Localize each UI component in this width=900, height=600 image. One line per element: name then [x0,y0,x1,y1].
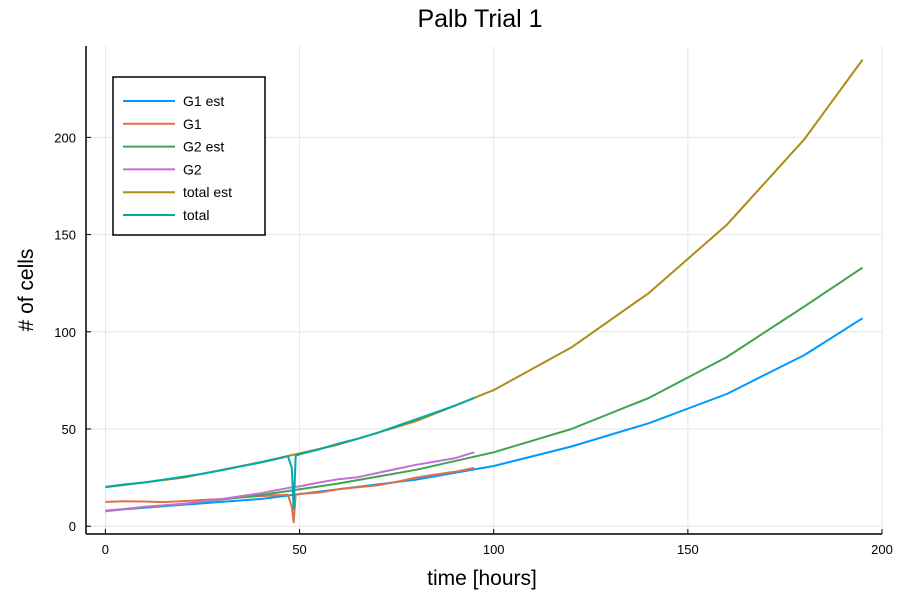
series-line-g2 [105,451,475,513]
legend-label-g1-est: G1 est [183,93,224,109]
series-line-g1 [105,466,475,524]
x-tick-label: 150 [677,542,699,557]
series-line-g1-est [105,317,864,512]
chart-title: Palb Trial 1 [417,5,542,33]
series-line-total [105,396,475,510]
legend-label-total: total [183,207,209,223]
y-axis-title: # of cells [15,249,38,332]
x-axis-title: time [hours] [427,567,537,590]
legend-label-g1: G1 [183,116,202,132]
y-tick-label: 100 [54,325,76,340]
legend-label-g2-est: G2 est [183,139,224,155]
x-tick-label: 200 [871,542,893,557]
x-tick-label: 100 [483,542,505,557]
series-layer [105,59,864,524]
legend-label-g2: G2 [183,161,202,177]
y-tick-label: 50 [62,422,76,437]
y-tick-label: 0 [69,519,76,534]
grid [86,46,883,534]
legend-label-total-est: total est [183,184,232,200]
axes: 0 50 100 150 200 0 50 100 150 200 [54,46,893,557]
x-tick-label: 50 [292,542,306,557]
legend-box [112,76,266,236]
series-line-g2-est [105,266,864,512]
y-tick-label: 150 [54,228,76,243]
y-tick-label: 200 [54,130,76,145]
x-tick-label: 0 [102,542,109,557]
legend: G1 est G1 G2 est G2 total est total [112,76,266,236]
